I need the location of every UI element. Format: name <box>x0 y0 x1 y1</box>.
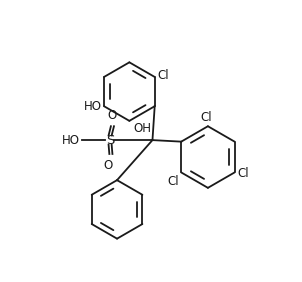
Text: Cl: Cl <box>167 175 179 188</box>
Text: OH: OH <box>133 122 151 135</box>
Text: Cl: Cl <box>237 168 249 180</box>
Text: O: O <box>108 109 117 122</box>
Text: Cl: Cl <box>201 111 212 124</box>
Text: S: S <box>106 134 114 147</box>
Text: HO: HO <box>62 134 80 147</box>
Text: O: O <box>103 158 112 171</box>
Text: HO: HO <box>84 100 102 113</box>
Text: Cl: Cl <box>157 69 169 82</box>
